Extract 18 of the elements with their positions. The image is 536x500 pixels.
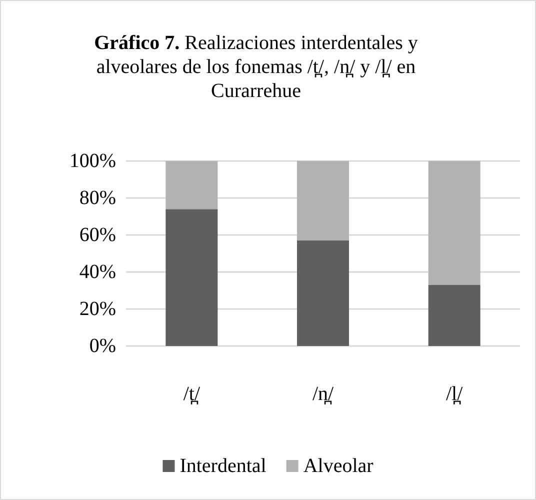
y-tick-label: 100% xyxy=(69,150,116,172)
y-tick-label: 60% xyxy=(79,224,116,246)
bar xyxy=(166,161,218,210)
x-tick-label: /l̪/ xyxy=(446,383,464,405)
legend-label: Interdental xyxy=(180,455,267,477)
y-tick-label: 40% xyxy=(79,261,116,283)
bar xyxy=(428,161,480,285)
chart-title: Gráfico 7. Realizaciones interdentales y alveolares de los fonemas /t̪/, /n̪/ y /l̪/ en Curarrehue xyxy=(93,31,419,103)
legend-label: Alveolar xyxy=(303,455,374,477)
x-tick-label: /n̪/ xyxy=(312,383,334,405)
x-tick-label: /t̪/ xyxy=(183,383,200,405)
y-tick-label: 0% xyxy=(89,335,116,357)
bar xyxy=(166,209,218,346)
bar xyxy=(297,161,349,241)
bar xyxy=(428,284,480,346)
y-tick-label: 20% xyxy=(79,298,116,320)
bar xyxy=(297,240,349,346)
y-tick-label: 80% xyxy=(79,187,116,209)
